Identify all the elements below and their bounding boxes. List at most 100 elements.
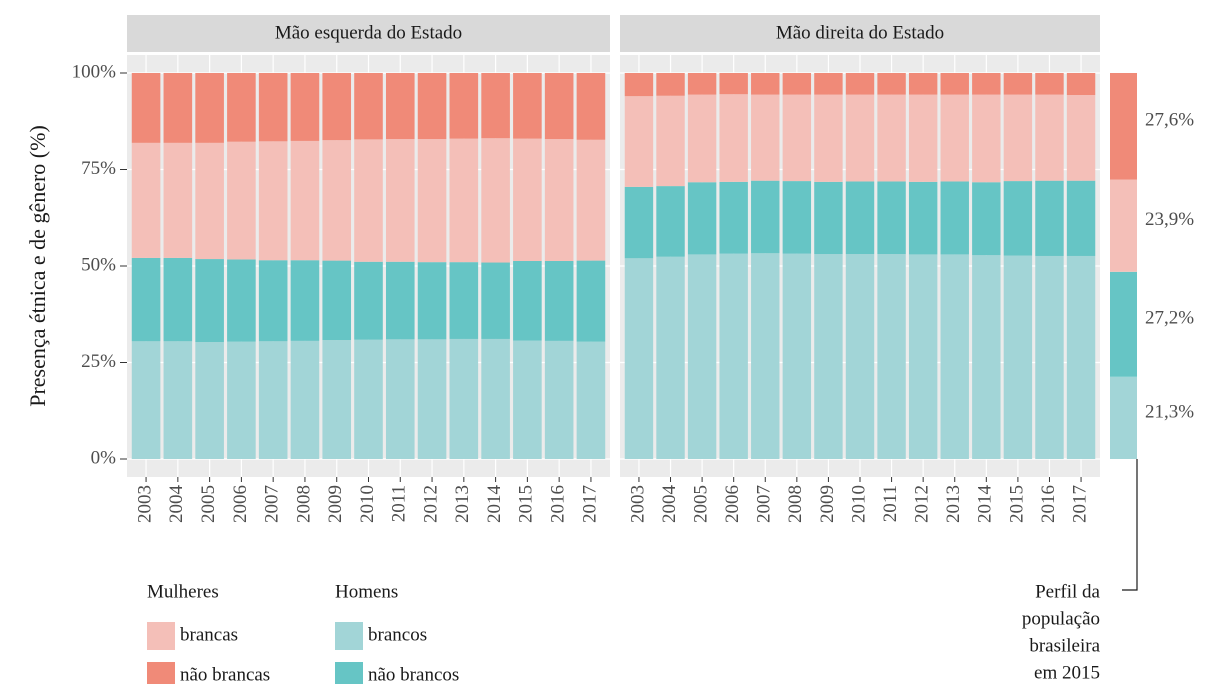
- bar-segment: [449, 262, 479, 339]
- bar-segment: [845, 94, 875, 182]
- x-tick-label: 2013: [452, 485, 473, 523]
- bar-segment: [719, 94, 748, 182]
- bar-segment: [1003, 181, 1033, 256]
- bar-segment: [131, 73, 161, 143]
- x-tick-label: 2012: [420, 485, 441, 523]
- bar-segment: [624, 73, 654, 97]
- bar-segment: [513, 138, 542, 261]
- x-tick-label: 2005: [198, 485, 219, 523]
- x-tick-label: 2008: [293, 485, 314, 523]
- x-tick-label: 2012: [912, 485, 933, 523]
- bar-segment: [1066, 95, 1096, 181]
- bar-segment: [258, 260, 288, 342]
- bar-segment: [322, 140, 352, 261]
- bar-segment: [972, 255, 1001, 459]
- bar-segment: [687, 182, 717, 255]
- legend-swatch: [147, 662, 175, 684]
- x-tick-label: 2009: [817, 485, 838, 523]
- bar-segment: [195, 259, 224, 343]
- x-tick-label: 2006: [230, 485, 251, 523]
- x-tick-label: 2015: [1006, 485, 1027, 523]
- bar-segment: [322, 73, 352, 141]
- bar-segment: [624, 96, 654, 187]
- annotation-bracket: [1122, 459, 1138, 591]
- bar-segment: [656, 256, 685, 459]
- reference-label: 23,9%: [1145, 209, 1194, 230]
- x-tick-label: 2010: [848, 485, 869, 523]
- bar-segment: [322, 260, 352, 341]
- bar-segment: [719, 73, 748, 95]
- bar-segment: [385, 73, 415, 140]
- x-tick-label: 2014: [484, 484, 505, 523]
- bar-segment: [877, 181, 906, 255]
- y-tick-label: 25%: [81, 351, 116, 372]
- x-tick-label: 2004: [659, 485, 680, 524]
- bar-segment: [782, 94, 812, 182]
- bar-segment: [1035, 180, 1064, 256]
- bar-segment: [687, 254, 717, 459]
- x-tick-label: 2006: [722, 485, 743, 523]
- bar-segment: [908, 254, 938, 459]
- bar-segment: [513, 73, 542, 139]
- bar-segment: [576, 260, 606, 342]
- bar-segment: [195, 73, 224, 143]
- bar-segment: [687, 94, 717, 183]
- bar-segment: [354, 261, 383, 340]
- bar-segment: [258, 73, 288, 142]
- bar-segment: [417, 262, 447, 340]
- bar-segment: [1066, 255, 1096, 459]
- bar-segment: [163, 73, 193, 143]
- bar-segment: [544, 139, 574, 261]
- x-tick-label: 2010: [357, 485, 378, 523]
- legend-label: brancas: [180, 624, 238, 645]
- x-tick-label: 2017: [579, 485, 600, 523]
- bar-segment: [814, 254, 843, 459]
- reference-label: 27,2%: [1145, 308, 1194, 329]
- annotation: população: [1022, 608, 1100, 629]
- bar-segment: [972, 182, 1001, 256]
- bar-segment: [1066, 180, 1096, 256]
- reference-segment: [1110, 73, 1137, 180]
- x-tick-label: 2007: [754, 485, 775, 523]
- x-tick-label: 2015: [516, 485, 537, 523]
- bar-segment: [624, 186, 654, 259]
- bar-segment: [656, 95, 685, 187]
- bar-segment: [908, 73, 938, 95]
- bar-segment: [544, 260, 574, 341]
- y-tick-label: 0%: [91, 447, 117, 468]
- bar-segment: [656, 73, 685, 96]
- legend-label: não brancos: [368, 664, 459, 684]
- bar-segment: [877, 73, 906, 95]
- bar-segment: [227, 341, 256, 459]
- legend-label: brancos: [368, 624, 427, 645]
- bar-segment: [624, 258, 654, 459]
- y-axis-label: Presença étnica e de gênero (%): [25, 125, 50, 407]
- bar-segment: [258, 141, 288, 261]
- bar-segment: [195, 342, 224, 459]
- bar-segment: [877, 94, 906, 182]
- legend-title: Homens: [335, 581, 398, 602]
- x-tick-label: 2011: [389, 485, 410, 522]
- bar-segment: [385, 339, 415, 459]
- bar-segment: [719, 181, 748, 254]
- x-tick-label: 2009: [325, 485, 346, 523]
- annotation: brasileira: [1029, 635, 1100, 656]
- bar-segment: [576, 341, 606, 459]
- reference-label: 27,6%: [1145, 110, 1194, 131]
- x-tick-label: 2016: [1038, 485, 1059, 523]
- bar-segment: [163, 142, 193, 258]
- bar-segment: [290, 260, 320, 341]
- bar-segment: [417, 139, 447, 263]
- x-tick-label: 2013: [943, 485, 964, 523]
- bar-segment: [481, 138, 510, 263]
- bar-segment: [290, 140, 320, 261]
- bar-segment: [227, 73, 256, 142]
- bar-segment: [544, 73, 574, 140]
- bar-segment: [814, 73, 843, 95]
- bar-segment: [290, 73, 320, 141]
- bar-segment: [195, 142, 224, 260]
- facet-title: Mão esquerda do Estado: [275, 22, 462, 43]
- bar-segment: [385, 261, 415, 340]
- bar-segment: [814, 94, 843, 182]
- bar-segment: [1035, 255, 1064, 459]
